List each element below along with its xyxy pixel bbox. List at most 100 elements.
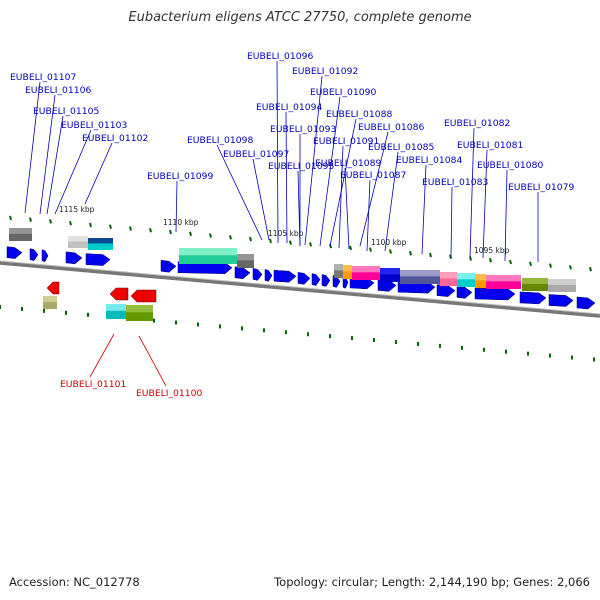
domain-highlight [440, 272, 457, 279]
domain-highlight [343, 265, 352, 272]
scale-tick [569, 265, 572, 270]
chromosome-backbone-highlight [0, 260, 600, 315]
scale-tick [169, 229, 172, 235]
domain-highlight [126, 305, 153, 313]
gene-label-reverse: EUBELI_01100 [136, 388, 202, 399]
scale-tick [269, 238, 272, 244]
label-leader-line [366, 179, 371, 252]
forward-gene-arrow [41, 249, 49, 263]
scale-tick [289, 240, 292, 245]
protein-domain-box [380, 268, 400, 282]
scale-label: 1115 kbp [59, 205, 95, 214]
reverse-gene-arrow [130, 289, 157, 303]
forward-gene-arrow [252, 268, 263, 281]
domain-highlight [237, 254, 254, 261]
label-leader-line [384, 151, 399, 252]
scale-label: 1110 kbp [163, 218, 199, 227]
label-leader-line [319, 96, 341, 247]
gene-label-forward: EUBELI_01081 [457, 140, 523, 151]
scale-label: 1095 kbp [474, 246, 510, 255]
label-leader-line [504, 169, 508, 262]
forward-gene-arrow [234, 266, 251, 280]
scale-tick [469, 256, 472, 261]
label-leader-line [84, 142, 113, 205]
forward-gene-arrow [311, 273, 321, 286]
gene-label-forward: EUBELI_01087 [340, 170, 406, 181]
scale-tick [189, 231, 192, 237]
gene-label-forward: EUBELI_01095 [268, 161, 334, 172]
forward-gene-arrow [65, 251, 83, 265]
gene-label-forward: EUBELI_01090 [310, 87, 376, 98]
forward-gene-arrow [576, 296, 596, 310]
protein-domain-box [522, 278, 548, 291]
protein-domain-box [440, 272, 457, 286]
label-leader-line [338, 145, 344, 249]
protein-domain-box [343, 265, 352, 279]
forward-gene-arrow [456, 286, 473, 299]
scale-tick [369, 247, 372, 252]
scale-tick [429, 252, 432, 258]
protein-domain-box [106, 304, 126, 319]
scale-tick [409, 250, 412, 256]
domain-highlight [486, 275, 521, 282]
label-leader-line [450, 186, 453, 259]
domain-highlight [522, 278, 548, 284]
label-leader-line [304, 75, 323, 246]
label-leader-line [252, 158, 270, 241]
protein-domain-box [68, 236, 88, 248]
protein-domain-box [9, 228, 32, 241]
gene-label-forward: EUBELI_01088 [326, 109, 392, 120]
protein-domain-box [334, 264, 343, 278]
label-leader-line [482, 149, 488, 259]
gene-label-forward: EUBELI_01097 [223, 149, 289, 160]
scale-tick [49, 219, 52, 224]
scale-tick [489, 258, 492, 263]
label-leader-line [421, 164, 427, 255]
protein-domain-box [475, 274, 486, 288]
domain-highlight [400, 270, 440, 277]
label-leader-line [175, 180, 178, 233]
forward-gene-arrow [29, 248, 39, 261]
domain-highlight [179, 248, 237, 256]
scale-tick [249, 236, 252, 242]
forward-gene-arrow [264, 269, 273, 282]
label-leader-line [329, 118, 357, 247]
protein-domain-box [486, 275, 521, 289]
scale-tick [149, 228, 152, 233]
forward-gene-arrow [436, 284, 456, 297]
forward-gene-arrow [273, 269, 297, 283]
label-leader-line [46, 115, 64, 215]
gene-label-forward: EUBELI_01107 [10, 72, 76, 83]
scale-tick [509, 259, 512, 265]
gene-label-forward: EUBELI_01080 [477, 160, 543, 171]
domain-highlight [475, 274, 486, 281]
protein-domain-box [400, 270, 440, 284]
chromosome-backbone [0, 261, 600, 318]
gene-label-forward: EUBELI_01094 [256, 102, 322, 113]
label-leader-line [138, 335, 167, 387]
protein-domain-box [352, 266, 380, 280]
scale-tick [309, 242, 312, 247]
scale-tick [349, 245, 352, 251]
gene-label-forward: EUBELI_01082 [444, 118, 510, 129]
scale-tick [109, 224, 112, 229]
protein-domain-box [43, 296, 57, 309]
label-leader-line [54, 129, 92, 215]
domain-fill [475, 274, 486, 288]
protein-domain-box [126, 305, 153, 321]
scale-label: 1105 kbp [268, 229, 304, 238]
domain-highlight [68, 236, 88, 242]
gene-label-forward: EUBELI_01083 [422, 177, 488, 188]
gene-label-forward: EUBELI_01098 [187, 135, 253, 146]
label-leader-line [89, 333, 115, 378]
gene-label-forward: EUBELI_01102 [82, 133, 148, 144]
gene-label-forward: EUBELI_01092 [292, 66, 358, 77]
gene-label-forward: EUBELI_01093 [270, 124, 336, 135]
gene-label-forward: EUBELI_01089 [315, 158, 381, 169]
domain-fill [343, 265, 352, 279]
gene-label-forward: EUBELI_01105 [33, 106, 99, 117]
protein-domain-box [88, 238, 113, 250]
label-leader-line [469, 127, 475, 258]
topology-summary: Topology: circular; Length: 2,144,190 bp… [274, 575, 590, 589]
